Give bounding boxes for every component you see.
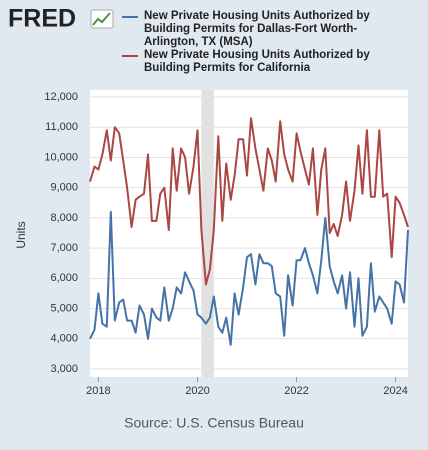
legend-entry: New Private Housing Units Authorized by … xyxy=(122,49,392,75)
logo-icon xyxy=(90,9,114,29)
y-tick-label: 6,000 xyxy=(50,272,78,284)
recession-band xyxy=(201,90,214,377)
source: Source: U.S. Census Bureau xyxy=(124,415,304,431)
x-tick-label: 2018 xyxy=(86,385,110,397)
logo: FRED xyxy=(8,5,76,33)
y-tick-label: 5,000 xyxy=(50,302,78,314)
legend-label: New Private Housing Units Authorized by … xyxy=(144,49,370,74)
legend-swatch xyxy=(122,16,138,18)
y-axis-label: Units xyxy=(14,221,28,248)
y-tick-label: 8,000 xyxy=(50,212,78,224)
y-tick-label: 10,000 xyxy=(44,151,78,163)
y-tick-label: 9,000 xyxy=(50,182,78,194)
y-tick-label: 11,000 xyxy=(45,121,78,133)
legend: New Private Housing Units Authorized by … xyxy=(122,10,392,75)
x-tick-label: 2022 xyxy=(284,385,308,397)
legend-entry: New Private Housing Units Authorized by … xyxy=(122,10,392,49)
y-tick-label: 7,000 xyxy=(50,242,78,254)
x-tick-label: 2024 xyxy=(383,385,407,397)
legend-label: New Private Housing Units Authorized by … xyxy=(144,10,370,48)
series-line xyxy=(89,117,409,286)
x-tick-label: 2020 xyxy=(185,385,209,397)
legend-swatch xyxy=(122,55,138,57)
y-tick-label: 3,000 xyxy=(50,363,78,375)
y-tick-label: 4,000 xyxy=(50,333,78,345)
series-line xyxy=(89,210,409,346)
y-tick-label: 12,000 xyxy=(44,91,78,103)
